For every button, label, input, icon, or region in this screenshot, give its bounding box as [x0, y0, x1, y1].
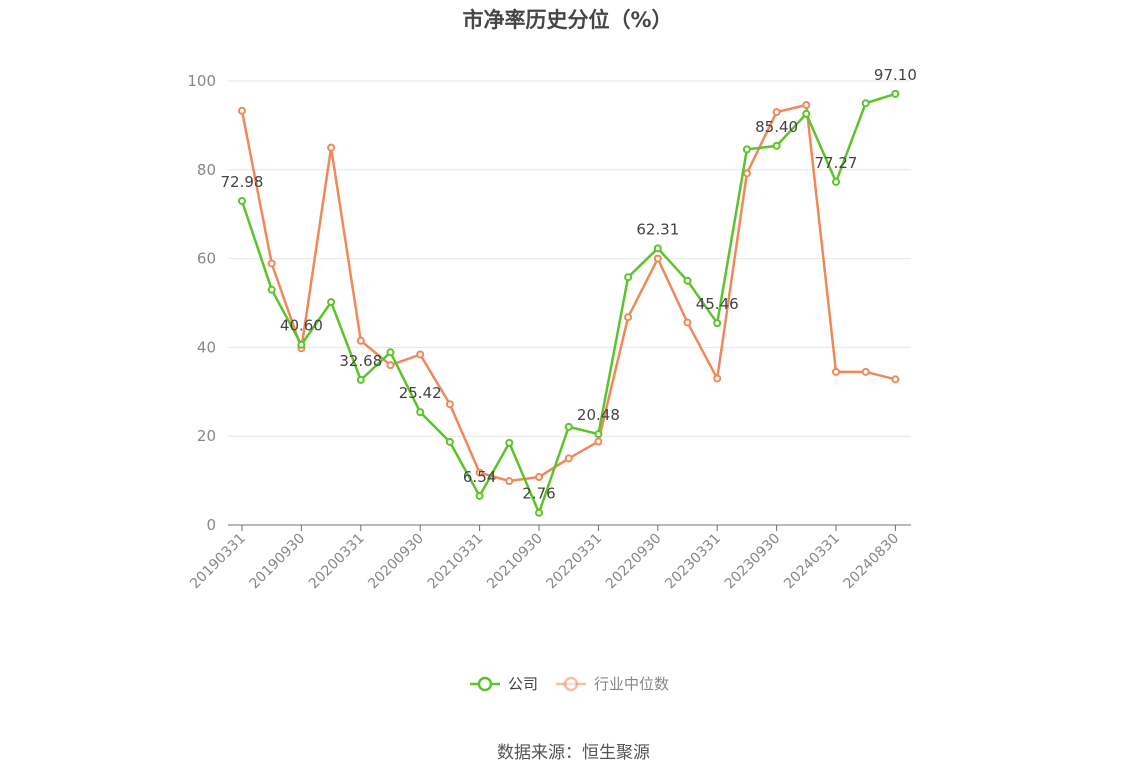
data-point	[267, 285, 276, 294]
chart-title: 市净率历史分位（%）	[462, 8, 673, 32]
x-tick-label: 20220331	[544, 531, 606, 593]
data-point	[683, 318, 692, 327]
data-point	[891, 89, 900, 98]
x-axis: 2019033120190930202003312020093020210331…	[187, 524, 911, 593]
data-point	[624, 313, 633, 322]
legend-item-industry-median[interactable]: 行业中位数	[556, 675, 669, 693]
data-point	[653, 254, 662, 263]
series-line	[240, 92, 896, 514]
legend-marker	[477, 676, 493, 692]
data-point	[713, 374, 722, 383]
data-point	[475, 468, 484, 477]
data-point	[535, 473, 543, 482]
data-point	[683, 276, 692, 285]
x-tick-label: 20220930	[603, 531, 665, 593]
x-tick-label: 20230331	[662, 531, 724, 593]
data-point	[267, 259, 276, 268]
data-point	[594, 430, 603, 439]
legend-marker	[563, 676, 579, 692]
x-tick-label: 20190930	[247, 531, 309, 593]
series-company	[238, 89, 900, 517]
data-point	[386, 348, 395, 357]
data-point	[861, 99, 870, 108]
data-point	[356, 336, 365, 345]
x-tick-label: 20190331	[187, 531, 249, 593]
data-point	[416, 350, 425, 359]
data-label: 25.42	[399, 384, 442, 402]
data-point	[624, 273, 633, 282]
data-point	[742, 145, 751, 154]
data-label: 62.31	[636, 220, 679, 238]
data-point	[445, 400, 454, 409]
y-tick-label: 60	[197, 250, 216, 268]
data-point	[238, 196, 246, 205]
data-point	[238, 106, 246, 115]
y-tick-label: 100	[187, 72, 216, 90]
x-tick-label: 20240830	[841, 531, 903, 593]
y-axis-ticks: 0 20 40 60 80 100	[187, 72, 216, 534]
legend-label: 行业中位数	[594, 675, 669, 693]
data-point	[416, 408, 425, 417]
data-point	[772, 141, 781, 150]
data-point	[445, 437, 454, 446]
data-label: 20.48	[577, 406, 620, 424]
data-label: 2.76	[522, 485, 555, 503]
data-point	[564, 454, 573, 463]
data-point	[742, 169, 751, 178]
x-tick-label: 20240331	[781, 531, 843, 593]
data-label: 72.98	[221, 173, 264, 191]
legend: 公司 行业中位数	[470, 675, 669, 693]
data-point	[475, 491, 484, 500]
data-point	[832, 367, 840, 376]
data-label: 40.60	[280, 317, 323, 335]
data-label: 97.10	[874, 66, 917, 84]
data-point	[327, 298, 336, 307]
data-point	[356, 375, 365, 384]
data-point	[802, 109, 811, 118]
y-tick-label: 0	[206, 516, 216, 534]
data-point	[594, 437, 603, 446]
data-point	[832, 177, 840, 186]
data-point	[891, 375, 900, 384]
y-tick-label: 20	[197, 427, 216, 445]
data-point	[861, 367, 870, 376]
data-point	[653, 244, 662, 253]
data-point	[297, 340, 306, 349]
data-point	[386, 361, 395, 370]
x-tick-label: 20230930	[722, 531, 784, 593]
x-tick-label: 20200331	[306, 531, 368, 593]
x-tick-label: 20200930	[365, 531, 427, 593]
y-tick-label: 80	[197, 161, 216, 179]
series-layer	[238, 89, 900, 517]
source-note: 数据来源：恒生聚源	[497, 743, 650, 763]
data-point	[802, 100, 811, 109]
x-tick-label: 20210930	[484, 531, 546, 593]
grid-lines	[228, 80, 911, 437]
data-label: 77.27	[815, 154, 858, 172]
legend-label: 公司	[508, 675, 538, 693]
data-point	[535, 508, 543, 517]
x-tick-label: 20210331	[425, 531, 487, 593]
data-point	[327, 143, 336, 152]
data-point	[564, 422, 573, 431]
data-point	[772, 108, 781, 117]
legend-item-company[interactable]: 公司	[470, 675, 538, 693]
y-tick-label: 40	[197, 338, 216, 356]
data-label: 32.68	[339, 352, 382, 370]
data-labels: 72.98 40.60 32.68 25.42 6.54 2.76 20.48 62.31 45…	[221, 66, 917, 503]
data-point	[713, 319, 722, 328]
data-point	[505, 477, 514, 486]
data-label: 85.40	[755, 118, 798, 136]
series-industry-median	[238, 100, 900, 486]
data-label: 45.46	[696, 295, 739, 313]
data-label: 6.54	[463, 468, 496, 486]
data-point	[505, 438, 514, 447]
